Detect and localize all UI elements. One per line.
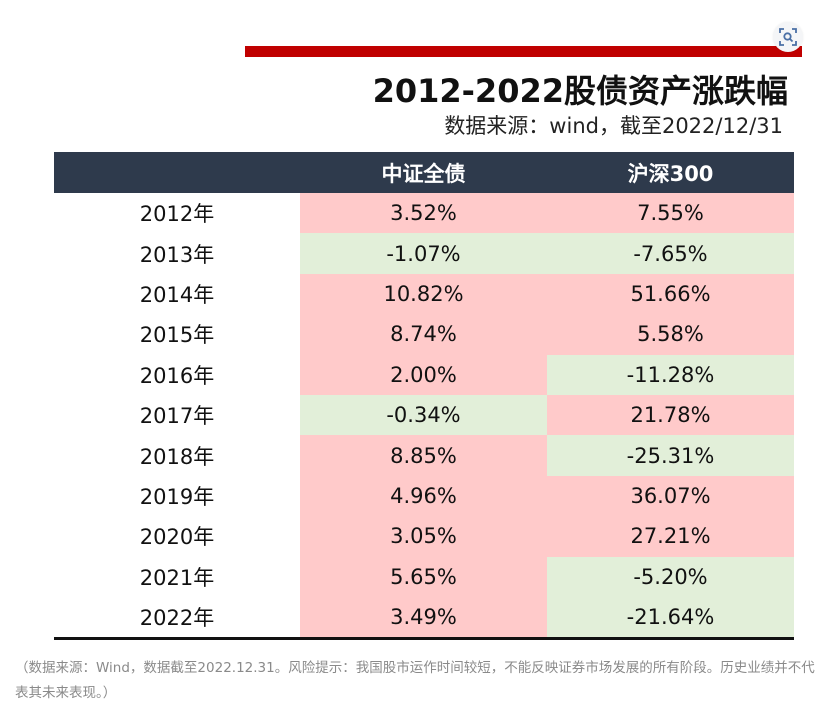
year-cell: 2020年 — [54, 516, 300, 557]
table-row: 2012年 3.52% 7.55% — [54, 193, 794, 234]
csi300-return-cell: -7.65% — [547, 233, 794, 274]
bond-return-cell: 10.82% — [300, 273, 547, 315]
image-search-icon — [779, 28, 797, 46]
table-row: 2014年 10.82% 51.66% — [54, 273, 794, 315]
csi300-return-cell: -21.64% — [547, 596, 794, 638]
csi300-return-cell: 27.21% — [547, 516, 794, 557]
table-row: 2020年 3.05% 27.21% — [54, 516, 794, 557]
table-body: 2012年 3.52% 7.55% 2013年 -1.07% -7.65% 2014年 10.… — [54, 193, 794, 638]
table-row: 2017年 -0.34% 21.78% — [54, 394, 794, 436]
table-row: 2021年 5.65% -5.20% — [54, 556, 794, 597]
csi300-return-cell: -11.28% — [547, 354, 794, 395]
page-title: 2012-2022股债资产涨跌幅 — [372, 72, 788, 110]
year-cell: 2022年 — [54, 596, 300, 638]
bond-return-cell: 2.00% — [300, 354, 547, 395]
bond-return-cell: -0.34% — [300, 394, 547, 436]
year-cell: 2016年 — [54, 354, 300, 395]
year-cell: 2013年 — [54, 233, 300, 274]
header-csi300: 沪深300 — [627, 161, 714, 186]
returns-table: 中证全债 沪深300 2012年 3.52% 7.55% 2013年 -1.07% -7.… — [54, 152, 794, 641]
table-row: 2022年 3.49% -21.64% — [54, 596, 794, 638]
bond-return-cell: 3.05% — [300, 516, 547, 557]
table-header: 中证全债 沪深300 — [54, 152, 794, 193]
bond-return-cell: 3.49% — [300, 596, 547, 638]
bond-return-cell: 5.65% — [300, 556, 547, 597]
table-row: 2018年 8.85% -25.31% — [54, 435, 794, 476]
accent-bar — [245, 46, 802, 57]
year-cell: 2019年 — [54, 475, 300, 517]
table-row: 2019年 4.96% 36.07% — [54, 475, 794, 517]
table-row: 2015年 8.74% 5.58% — [54, 314, 794, 355]
data-source-subtitle: 数据来源：wind，截至2022/12/31 — [444, 114, 783, 138]
bond-return-cell: 4.96% — [300, 475, 547, 517]
csi300-return-cell: -5.20% — [547, 556, 794, 597]
bond-return-cell: 8.74% — [300, 314, 547, 355]
year-cell: 2014年 — [54, 273, 300, 315]
risk-footnote: （数据来源：Wind，数据截至2022.12.31。风险提示：我国股市运作时间较… — [15, 660, 815, 701]
csi300-return-cell: -25.31% — [547, 435, 794, 476]
image-search-button[interactable] — [773, 22, 803, 52]
csi300-return-cell: 7.55% — [547, 193, 794, 234]
year-cell: 2018年 — [54, 435, 300, 476]
bond-return-cell: 3.52% — [300, 193, 547, 234]
bond-return-cell: -1.07% — [300, 233, 547, 274]
year-cell: 2015年 — [54, 314, 300, 355]
header-bond-index: 中证全债 — [381, 161, 466, 186]
table-row: 2013年 -1.07% -7.65% — [54, 233, 794, 274]
csi300-return-cell: 51.66% — [547, 273, 794, 315]
bond-return-cell: 8.85% — [300, 435, 547, 476]
year-cell: 2021年 — [54, 556, 300, 597]
csi300-return-cell: 21.78% — [547, 394, 794, 436]
csi300-return-cell: 36.07% — [547, 475, 794, 517]
year-cell: 2012年 — [54, 193, 300, 234]
year-cell: 2017年 — [54, 394, 300, 436]
table-row: 2016年 2.00% -11.28% — [54, 354, 794, 395]
csi300-return-cell: 5.58% — [547, 314, 794, 355]
